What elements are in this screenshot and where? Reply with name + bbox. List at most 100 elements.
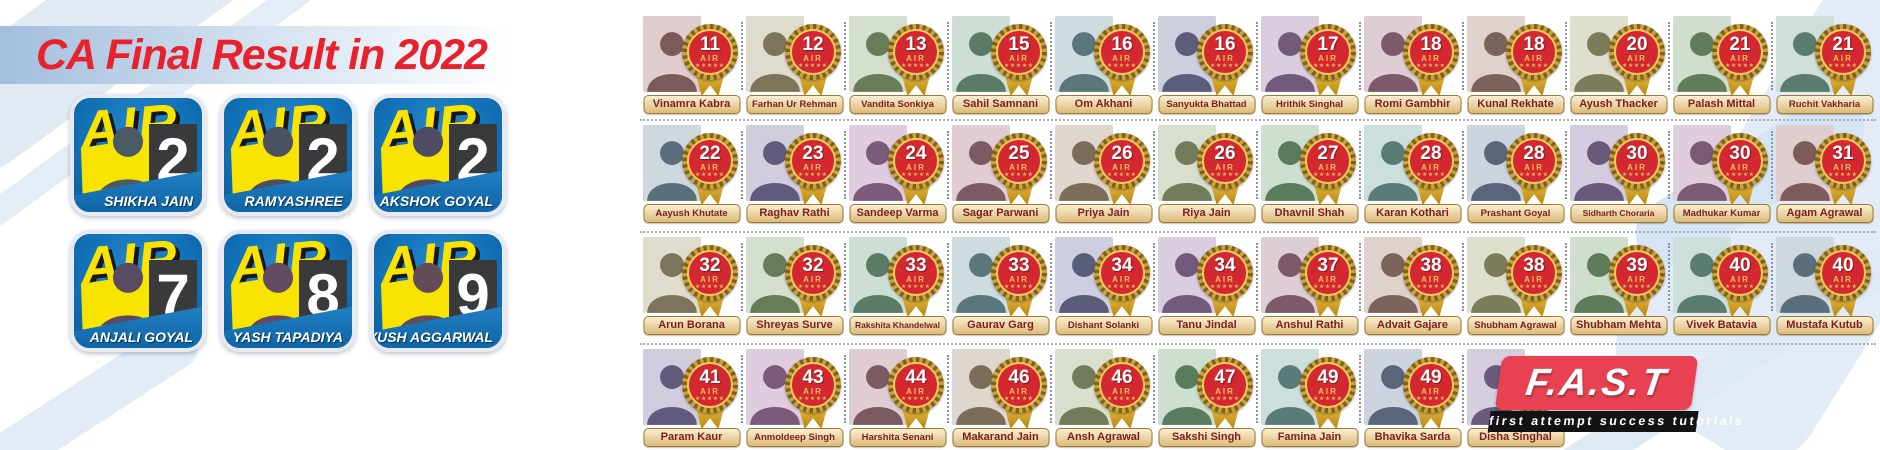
air-rosette-badge: 32 AIR ★★★★★ bbox=[682, 245, 738, 301]
person-silhouette-icon bbox=[1059, 365, 1109, 425]
badge-air-label: AIR bbox=[1009, 53, 1029, 63]
air-rosette-badge: 17 AIR ★★★★★ bbox=[1300, 24, 1356, 80]
air-rosette-inner: 30 AIR ★★★★★ bbox=[1614, 138, 1660, 184]
air-rosette-inner: 30 AIR ★★★★★ bbox=[1717, 138, 1763, 184]
fast-logo-tagline: first attempt success tutorials bbox=[1487, 411, 1746, 432]
student-photo bbox=[1055, 125, 1113, 201]
badge-air-label: AIR bbox=[1318, 386, 1338, 396]
badge-rank: 46 bbox=[1111, 366, 1133, 388]
badge-air-label: AIR bbox=[1627, 53, 1647, 63]
badge-stars: ★★★★★ bbox=[1107, 171, 1137, 178]
person-silhouette-icon bbox=[1368, 141, 1418, 201]
featured-rank-card: AIR 9 PIYUSH AGGARWAL bbox=[370, 230, 506, 352]
badge-stars: ★★★★★ bbox=[1519, 171, 1549, 178]
air-rosette-inner: 33 AIR ★★★★★ bbox=[996, 250, 1042, 296]
air-rosette-inner: 16 AIR ★★★★★ bbox=[1099, 29, 1145, 75]
air-rosette-inner: 23 AIR ★★★★★ bbox=[790, 138, 836, 184]
badge-stars: ★★★★★ bbox=[1725, 283, 1755, 290]
badge-stars: ★★★★★ bbox=[1313, 283, 1343, 290]
badge-rank: 24 bbox=[905, 142, 927, 164]
badge-stars: ★★★★★ bbox=[1828, 62, 1858, 69]
air-rosette-inner: 43 AIR ★★★★★ bbox=[790, 362, 836, 408]
air-rosette-badge: 32 AIR ★★★★★ bbox=[785, 245, 841, 301]
student-card: 38 AIR ★★★★★ Advait Gajare bbox=[1361, 235, 1464, 335]
student-card: 18 AIR ★★★★★ Romi Gambhir bbox=[1361, 14, 1464, 114]
badge-rank: 25 bbox=[1008, 142, 1030, 164]
badge-air-label: AIR bbox=[1318, 274, 1338, 284]
student-name: Harshita Senani bbox=[849, 428, 946, 447]
badge-rank: 27 bbox=[1317, 142, 1339, 164]
featured-name-band: PIYUSH AGGARWAL bbox=[374, 306, 502, 348]
badge-stars: ★★★★★ bbox=[1828, 283, 1858, 290]
badge-rank: 17 bbox=[1317, 33, 1339, 55]
student-card: 21 AIR ★★★★★ Palash Mittal bbox=[1670, 14, 1773, 114]
badge-air-label: AIR bbox=[1833, 162, 1853, 172]
student-card: 34 AIR ★★★★★ Dishant Solanki bbox=[1052, 235, 1155, 335]
air-rosette-badge: 11 AIR ★★★★★ bbox=[682, 24, 738, 80]
badge-stars: ★★★★★ bbox=[1210, 171, 1240, 178]
air-rosette-badge: 34 AIR ★★★★★ bbox=[1197, 245, 1253, 301]
badge-stars: ★★★★★ bbox=[901, 395, 931, 402]
student-card: 49 AIR ★★★★★ Bhavika Sarda bbox=[1361, 347, 1464, 447]
badge-stars: ★★★★★ bbox=[1210, 283, 1240, 290]
person-silhouette-icon bbox=[956, 32, 1006, 92]
student-card: 46 AIR ★★★★★ Makarand Jain bbox=[949, 347, 1052, 447]
badge-rank: 41 bbox=[699, 366, 721, 388]
badge-air-label: AIR bbox=[1730, 162, 1750, 172]
badge-air-label: AIR bbox=[1112, 386, 1132, 396]
badge-stars: ★★★★★ bbox=[1416, 283, 1446, 290]
badge-stars: ★★★★★ bbox=[1313, 395, 1343, 402]
student-name: Madhukar Kumar bbox=[1673, 204, 1770, 223]
student-card: 24 AIR ★★★★★ Sandeep Varma bbox=[846, 123, 949, 223]
badge-rank: 30 bbox=[1626, 142, 1648, 164]
featured-name: SHIKHA JAIN bbox=[104, 193, 193, 209]
air-rosette-inner: 32 AIR ★★★★★ bbox=[687, 250, 733, 296]
badge-air-label: AIR bbox=[700, 386, 720, 396]
student-name: Sandeep Varma bbox=[849, 204, 946, 223]
badge-rank: 38 bbox=[1523, 254, 1545, 276]
student-name: Aayush Khutate bbox=[643, 204, 740, 223]
student-name: Sagar Parwani bbox=[952, 204, 1049, 223]
air-rosette-inner: 25 AIR ★★★★★ bbox=[996, 138, 1042, 184]
person-silhouette-icon bbox=[1471, 253, 1521, 313]
badge-stars: ★★★★★ bbox=[1519, 283, 1549, 290]
student-photo bbox=[746, 237, 804, 313]
person-silhouette-icon bbox=[1780, 32, 1830, 92]
person-silhouette-icon bbox=[853, 141, 903, 201]
badge-stars: ★★★★★ bbox=[695, 62, 725, 69]
student-name: Dhavnil Shah bbox=[1261, 204, 1358, 223]
student-card: 25 AIR ★★★★★ Sagar Parwani bbox=[949, 123, 1052, 223]
air-rosette-inner: 26 AIR ★★★★★ bbox=[1202, 138, 1248, 184]
air-rosette-inner: 38 AIR ★★★★★ bbox=[1511, 250, 1557, 296]
air-rosette-badge: 33 AIR ★★★★★ bbox=[888, 245, 944, 301]
student-name: Farhan Ur Rehman bbox=[746, 95, 843, 114]
badge-rank: 13 bbox=[905, 33, 927, 55]
badge-air-label: AIR bbox=[700, 274, 720, 284]
badge-stars: ★★★★★ bbox=[798, 62, 828, 69]
badge-stars: ★★★★★ bbox=[1416, 62, 1446, 69]
air-rosette-inner: 39 AIR ★★★★★ bbox=[1614, 250, 1660, 296]
student-card: 27 AIR ★★★★★ Dhavnil Shah bbox=[1258, 123, 1361, 223]
air-rosette-inner: 18 AIR ★★★★★ bbox=[1408, 29, 1454, 75]
air-rosette-badge: 39 AIR ★★★★★ bbox=[1609, 245, 1665, 301]
air-rosette-badge: 47 AIR ★★★★★ bbox=[1197, 357, 1253, 413]
badge-air-label: AIR bbox=[1318, 53, 1338, 63]
featured-rank-card: AIR 2 SHIKHA JAIN bbox=[70, 94, 206, 216]
student-card: 32 AIR ★★★★★ Arun Borana bbox=[640, 235, 743, 335]
badge-rank: 40 bbox=[1832, 254, 1854, 276]
student-card: 17 AIR ★★★★★ Hrithik Singhal bbox=[1258, 14, 1361, 114]
student-card: 15 AIR ★★★★★ Sahil Samnani bbox=[949, 14, 1052, 114]
badge-air-label: AIR bbox=[1215, 274, 1235, 284]
air-rosette-badge: 30 AIR ★★★★★ bbox=[1609, 133, 1665, 189]
air-rosette-inner: 49 AIR ★★★★★ bbox=[1305, 362, 1351, 408]
badge-rank: 38 bbox=[1420, 254, 1442, 276]
student-name: Shubham Mehta bbox=[1570, 316, 1667, 335]
air-rosette-badge: 31 AIR ★★★★★ bbox=[1815, 133, 1871, 189]
air-rosette-badge: 38 AIR ★★★★★ bbox=[1506, 245, 1562, 301]
badge-stars: ★★★★★ bbox=[1210, 62, 1240, 69]
badge-stars: ★★★★★ bbox=[798, 283, 828, 290]
badge-air-label: AIR bbox=[803, 53, 823, 63]
person-silhouette-icon bbox=[1265, 365, 1315, 425]
badge-rank: 34 bbox=[1111, 254, 1133, 276]
air-rosette-badge: 16 AIR ★★★★★ bbox=[1197, 24, 1253, 80]
